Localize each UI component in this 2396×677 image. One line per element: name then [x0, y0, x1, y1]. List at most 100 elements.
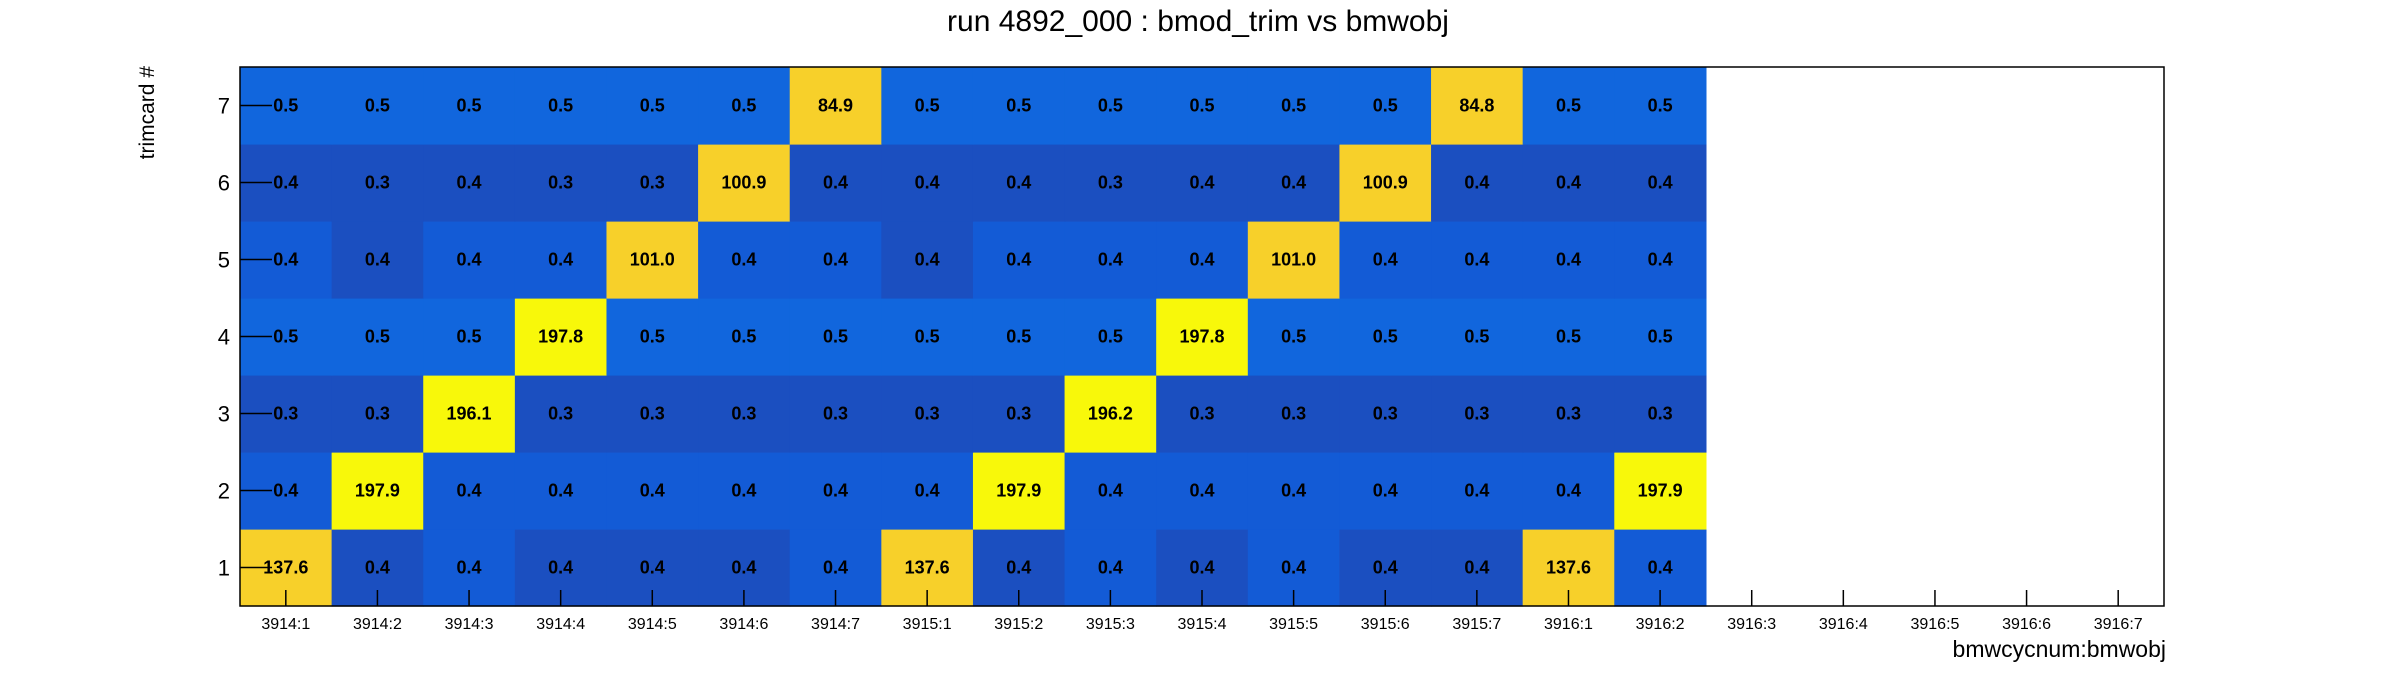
cell-value-label: 197.9: [996, 481, 1041, 501]
y-tick-label: 7: [218, 94, 230, 119]
cell-value-label: 0.3: [365, 404, 390, 424]
cell-value-label: 0.4: [1098, 250, 1123, 270]
cell-value-label: 0.3: [1189, 404, 1214, 424]
heatmap-cell: [1339, 298, 1432, 376]
cell-value-label: 0.5: [640, 327, 665, 347]
y-tick-label: 1: [218, 556, 230, 581]
cell-value-label: 0.4: [1556, 250, 1581, 270]
cell-value-label: 0.4: [1006, 250, 1031, 270]
cell-value-label: 0.4: [1006, 173, 1031, 193]
cell-value-label: 197.8: [538, 327, 583, 347]
x-tick-label: 3915:4: [1178, 616, 1227, 633]
cell-value-label: 197.9: [355, 481, 400, 501]
cell-value-label: 0.4: [1373, 250, 1398, 270]
cell-value-label: 0.4: [365, 250, 390, 270]
x-tick-label: 3916:6: [2002, 616, 2051, 633]
heatmap-cell: [1522, 298, 1615, 376]
cell-value-label: 0.4: [731, 558, 756, 578]
cell-value-label: 0.4: [915, 173, 940, 193]
heatmap-cell: [1431, 375, 1524, 453]
cell-value-label: 100.9: [721, 173, 766, 193]
heatmap-cell: [423, 221, 516, 299]
heatmap-cell: [606, 452, 699, 530]
cell-value-label: 0.4: [457, 481, 482, 501]
cell-value-label: 0.3: [640, 404, 665, 424]
heatmap-cell: [1431, 452, 1524, 530]
heatmap-cell: [881, 221, 974, 299]
x-tick-label: 3916:7: [2094, 616, 2143, 633]
cell-value-label: 0.4: [1189, 481, 1214, 501]
cell-value-label: 137.6: [263, 558, 308, 578]
cell-value-label: 0.4: [1281, 558, 1306, 578]
cell-value-label: 0.4: [1464, 481, 1489, 501]
x-tick-label: 3914:1: [261, 616, 310, 633]
y-tick-label: 6: [218, 171, 230, 196]
x-tick-label: 3916:1: [1544, 616, 1593, 633]
heatmap-cell: [881, 144, 974, 222]
cell-value-label: 101.0: [630, 250, 675, 270]
heatmap-cell: [1156, 452, 1249, 530]
heatmap-cell: [972, 298, 1066, 376]
cell-value-label: 0.4: [1556, 173, 1581, 193]
cell-value-label: 0.5: [1648, 96, 1673, 116]
heatmap-cell: [698, 375, 791, 453]
cell-labels: 137.6 0.4 0.4 0.4 0.4 0.4 0.4 137.6 0.4 0.4 0.4 0.4…: [263, 96, 1682, 578]
cell-value-label: 0.4: [1189, 558, 1214, 578]
heatmap-cell: [881, 375, 974, 453]
heatmap-cell: [514, 452, 608, 530]
heatmap-cell: [1247, 298, 1341, 376]
cell-value-label: 0.5: [915, 327, 940, 347]
cell-value-label: 0.4: [823, 250, 848, 270]
heatmap-cell: [1614, 298, 1707, 376]
cell-value-label: 0.4: [640, 481, 665, 501]
cell-value-label: 0.3: [365, 173, 390, 193]
cell-value-label: 84.9: [818, 96, 853, 116]
heatmap-cell: [1522, 221, 1615, 299]
heatmap-cell: [423, 298, 516, 376]
cell-value-label: 0.5: [1098, 96, 1123, 116]
heatmap-cell: [698, 67, 791, 145]
cell-value-label: 0.5: [640, 96, 665, 116]
cell-value-label: 0.5: [1373, 96, 1398, 116]
x-tick-label: 3915:1: [903, 616, 952, 633]
heatmap-cell: [1522, 144, 1615, 222]
heatmap-cell: [1614, 375, 1707, 453]
cell-value-label: 0.5: [1556, 96, 1581, 116]
cell-value-label: 0.3: [731, 404, 756, 424]
cell-value-label: 0.3: [915, 404, 940, 424]
cell-value-label: 0.5: [1006, 96, 1031, 116]
x-tick-label: 3915:5: [1269, 616, 1318, 633]
cell-value-label: 0.4: [1464, 250, 1489, 270]
heatmap-cell: [1064, 221, 1157, 299]
x-tick-label: 3915:2: [994, 616, 1043, 633]
cell-value-label: 100.9: [1363, 173, 1408, 193]
heatmap-cell: [1156, 221, 1249, 299]
cell-value-label: 0.3: [548, 173, 573, 193]
heatmap-cell: [789, 375, 882, 453]
y-tick-label: 2: [218, 479, 230, 504]
heatmap-cell: [1064, 298, 1157, 376]
y-axis-label: trimcard #: [136, 66, 159, 160]
heatmap-cell: [1247, 375, 1341, 453]
heatmap-cell: [1247, 67, 1341, 145]
cell-value-label: 0.3: [1464, 404, 1489, 424]
heatmap-cell: [1247, 452, 1341, 530]
cell-value-label: 0.4: [273, 481, 298, 501]
heatmap-cell: [423, 144, 516, 222]
x-tick-label: 3916:3: [1727, 616, 1776, 633]
cell-value-label: 0.5: [731, 327, 756, 347]
heatmap-cell: [972, 452, 1066, 530]
chart-title: run 4892_000 : bmod_trim vs bmwobj: [947, 5, 1449, 38]
heatmap-cell: [1064, 144, 1157, 222]
x-tick-label: 3915:7: [1452, 616, 1501, 633]
cell-value-label: 0.5: [731, 96, 756, 116]
heatmap-cell: [1614, 144, 1707, 222]
x-tick-label: 3915:6: [1361, 616, 1410, 633]
cell-value-label: 0.5: [1281, 327, 1306, 347]
x-axis-label: bmwcycnum:bmwobj: [1953, 636, 2166, 662]
x-tick-label: 3914:5: [628, 616, 677, 633]
cell-value-label: 0.5: [273, 96, 298, 116]
heatmap-cell: [1339, 144, 1432, 222]
x-tick-label: 3916:2: [1636, 616, 1685, 633]
cell-value-label: 0.4: [548, 481, 573, 501]
